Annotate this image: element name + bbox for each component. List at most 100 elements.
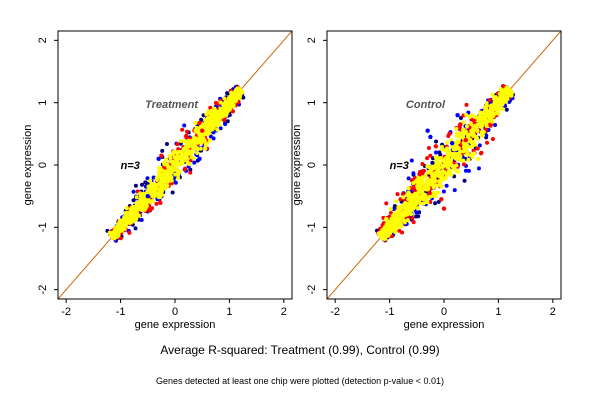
data-point [393,226,398,231]
data-point [406,176,411,181]
data-point [166,168,171,173]
sample-size-label: n=3 [390,160,409,172]
data-point [216,119,221,124]
data-point [393,230,398,235]
data-point [184,153,189,158]
data-point [396,209,401,214]
data-point [477,122,482,127]
data-point [468,153,473,158]
data-point [380,234,385,239]
data-point [433,201,438,206]
data-point [485,140,490,145]
data-point [162,177,167,182]
data-point [475,128,480,133]
data-point [444,155,449,160]
data-point [151,175,156,180]
data-point [190,148,195,153]
plot-area [327,31,561,299]
data-point [412,184,417,189]
data-point [486,110,491,115]
data-point [458,157,463,162]
data-point [210,127,215,132]
data-point [131,189,136,194]
data-point [454,126,459,131]
data-point [433,155,438,160]
data-point [500,102,505,107]
data-point [448,160,453,165]
data-point [423,173,428,178]
data-point [500,107,505,112]
data-point [169,170,174,175]
x-tick-label: 0 [441,306,447,318]
data-point [173,166,178,171]
data-point [447,168,452,173]
data-point [204,141,209,146]
data-point [434,158,439,163]
data-point [458,116,463,121]
data-point [507,89,512,94]
data-point [187,162,192,167]
data-point [471,134,476,139]
data-point [384,201,389,206]
data-point [475,146,480,151]
y-axis-label: gene expression [22,125,34,206]
data-point [210,120,215,125]
data-point [471,118,476,123]
data-point [433,150,438,155]
data-point [225,119,230,124]
y-tick-label: 1 [306,100,318,106]
data-point [440,164,445,169]
data-point [185,156,190,161]
data-point [420,193,425,198]
data-point [445,140,450,145]
data-point [198,136,203,141]
data-point [167,153,172,158]
x-tick-label: -2 [61,306,71,318]
data-point [458,154,463,159]
data-point [141,201,146,206]
data-point [209,108,214,113]
data-point [384,225,389,230]
data-point [407,193,412,198]
data-point [208,105,213,110]
data-point [382,228,387,233]
data-point [414,214,419,219]
data-point [230,109,235,114]
data-point [223,122,228,127]
data-point [218,126,223,131]
data-point [493,95,498,100]
data-point [200,124,205,129]
data-point [185,129,190,134]
data-point [196,121,201,126]
data-point [425,187,430,192]
data-point [158,186,163,191]
data-point [398,222,403,227]
x-axis-label: gene expression [404,319,485,331]
data-point [490,137,495,142]
data-point [474,115,479,120]
data-point [163,157,168,162]
x-tick-label: -2 [330,306,340,318]
data-point [455,157,460,162]
data-point [170,190,175,195]
outlier-point [455,112,460,118]
data-point [133,226,138,231]
data-point [414,201,419,206]
outlier-point [145,193,150,199]
outlier-point [200,128,205,133]
data-point [140,192,145,197]
x-tick-label: 0 [172,306,178,318]
data-point [163,186,168,191]
data-point [384,217,389,222]
data-point [155,182,160,187]
data-point [434,191,439,196]
y-tick-label: 0 [306,162,318,168]
data-point [427,165,432,170]
data-point [462,178,467,183]
data-point [195,150,200,155]
data-point [110,234,115,239]
data-point [446,151,451,156]
data-point [411,181,416,186]
data-point [216,122,221,127]
data-point [444,183,449,188]
